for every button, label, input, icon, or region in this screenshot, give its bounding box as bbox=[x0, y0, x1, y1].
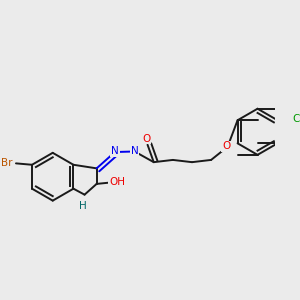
Text: Cl: Cl bbox=[292, 114, 300, 124]
Text: H: H bbox=[79, 202, 87, 212]
Text: OH: OH bbox=[109, 178, 125, 188]
Text: Br: Br bbox=[1, 158, 12, 168]
Text: O: O bbox=[142, 134, 150, 143]
Text: N: N bbox=[111, 146, 119, 157]
Text: N: N bbox=[131, 146, 139, 156]
Text: O: O bbox=[222, 141, 230, 152]
